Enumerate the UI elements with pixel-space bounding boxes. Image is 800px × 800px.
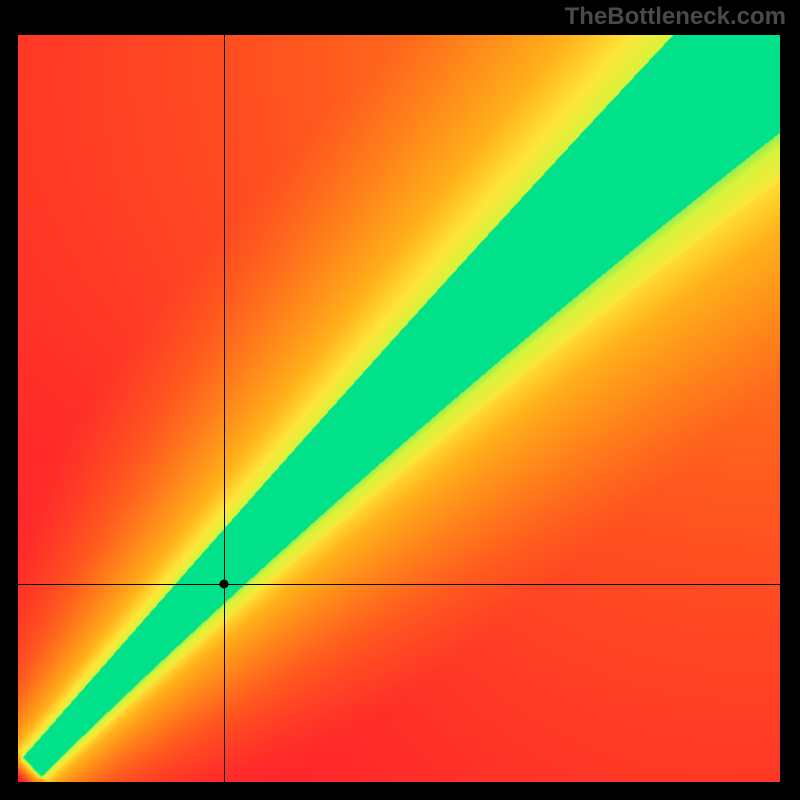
heatmap-canvas [18,35,780,782]
watermark-text: TheBottleneck.com [565,3,786,31]
chart-container: TheBottleneck.com [0,0,800,800]
plot-area [18,35,780,782]
crosshair-horizontal [18,584,780,585]
marker-dot [219,580,228,589]
crosshair-vertical [224,35,225,782]
